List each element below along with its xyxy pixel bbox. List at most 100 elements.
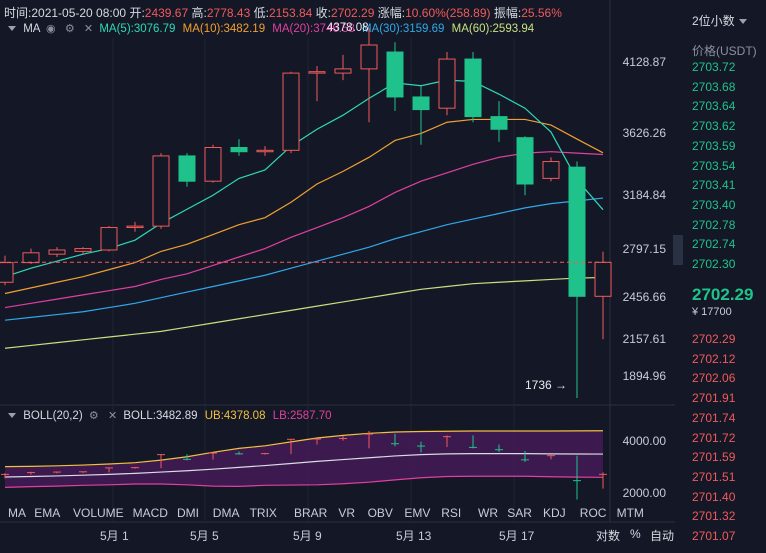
candle-body xyxy=(74,248,92,252)
last-price-cny: ¥ 17700 xyxy=(692,306,732,318)
ma30-value: MA(30):3159.69 xyxy=(361,23,445,35)
amplitude-value: 25.56% xyxy=(521,6,562,20)
collapse-chevron-icon[interactable] xyxy=(8,26,16,32)
price-axis-tick: 1894.96 xyxy=(622,368,666,383)
indicator-tab-sar[interactable]: SAR xyxy=(507,506,532,520)
indicator-tab-brar[interactable]: BRAR xyxy=(294,506,328,520)
candle-body xyxy=(100,227,118,251)
ask-price: 2703.68 xyxy=(692,79,736,94)
candle-body xyxy=(360,44,378,70)
indicator-tab-macd[interactable]: MACD xyxy=(132,506,168,520)
auto-scale-toggle[interactable]: 自动 xyxy=(650,529,675,543)
candle-body xyxy=(0,262,14,283)
date-axis-label: 5月 1 xyxy=(100,529,129,543)
candle-body xyxy=(568,166,586,297)
boll-mid-value: BOLL:3482.89 xyxy=(123,410,198,422)
indicator-tab-wr[interactable]: WR xyxy=(478,506,498,520)
indicator-tab-emv[interactable]: EMV xyxy=(404,506,431,520)
indicator-tab-mtm[interactable]: MTM xyxy=(616,506,644,520)
kline-chart[interactable] xyxy=(0,0,675,553)
open-label: 开: xyxy=(129,6,145,20)
ma30-line xyxy=(4,197,604,321)
indicator-tab-rsi[interactable]: RSI xyxy=(441,506,462,520)
low-value: 2153.84 xyxy=(268,6,313,20)
ask-price: 2703.41 xyxy=(692,178,736,193)
indicator-tab-dmi[interactable]: DMI xyxy=(177,506,199,520)
ma5-value: MA(5):3076.79 xyxy=(99,23,176,35)
close-icon[interactable]: ✕ xyxy=(107,410,118,422)
ask-price: 2702.30 xyxy=(692,257,736,271)
candle-body xyxy=(22,252,40,264)
indicator-tab-dma[interactable]: DMA xyxy=(212,506,240,520)
price-header: 价格(USDT) xyxy=(692,44,757,58)
bid-price: 2701.40 xyxy=(692,489,736,504)
high-label: 高: xyxy=(191,6,207,20)
indicator-tab-roc[interactable]: ROC xyxy=(579,506,607,520)
indicator-tab-obv[interactable]: OBV xyxy=(367,506,393,520)
candle-body xyxy=(438,58,456,109)
bid-price: 2701.72 xyxy=(692,430,736,445)
boll-ub-value: UB:4378.08 xyxy=(204,410,266,422)
ask-price: 2702.78 xyxy=(692,217,736,232)
boll-axis-tick: 4000.00 xyxy=(622,433,666,448)
high-value: 2778.43 xyxy=(206,6,251,20)
settings-icon[interactable]: ⚙ xyxy=(88,410,99,422)
bid-price: 2701.07 xyxy=(692,529,736,543)
boll-name: BOLL(20,2) xyxy=(23,410,83,422)
indicator-tab-volume[interactable]: VOLUME xyxy=(73,506,124,520)
ask-price: 2703.54 xyxy=(692,158,736,173)
indicator-tab-ma[interactable]: MA xyxy=(8,506,26,520)
settings-icon[interactable]: ⚙ xyxy=(64,23,75,35)
indicator-tab-kdj[interactable]: KDJ xyxy=(543,506,566,520)
ma-name: MA xyxy=(23,23,40,35)
ma-overlap-text: 4378.08 xyxy=(327,22,369,34)
arrow-right-icon: → xyxy=(555,378,568,392)
percent-scale-toggle[interactable]: % xyxy=(630,527,641,541)
low-marker-value: 1736 xyxy=(525,378,552,392)
indicator-tab-trix[interactable]: TRIX xyxy=(249,506,277,520)
kline-svg[interactable] xyxy=(0,0,675,553)
candle-body xyxy=(48,249,66,255)
low-label: 低: xyxy=(253,6,269,20)
boll-lower-line xyxy=(4,475,604,488)
bid-price: 2701.51 xyxy=(692,469,736,484)
ma-legend: MA ◉ ⚙ ✕ MA(5):3076.79 MA(10):3482.19 MA… xyxy=(4,22,534,35)
ask-price: 2702.74 xyxy=(692,237,736,252)
precision-select[interactable]: 2位小数 xyxy=(692,12,751,29)
ma10-value: MA(10):3482.19 xyxy=(182,23,266,35)
candle-body xyxy=(204,147,222,182)
candle-body xyxy=(386,51,404,98)
log-scale-toggle[interactable]: 对数 xyxy=(596,529,621,543)
close-value: 2702.29 xyxy=(331,6,375,20)
indicator-tab-vr[interactable]: VR xyxy=(338,506,356,520)
bid-price: 2702.12 xyxy=(692,351,736,366)
ask-price: 2703.64 xyxy=(692,99,736,114)
collapse-chevron-icon[interactable] xyxy=(8,413,16,419)
close-label: 收: xyxy=(315,6,332,20)
eye-icon[interactable]: ◉ xyxy=(46,23,56,35)
panel-splitter-handle[interactable] xyxy=(673,235,683,265)
orderbook-panel: 2位小数 价格(USDT) 2703.72 2703.68 2703.64 2703.… xyxy=(684,0,766,553)
bid-price: 2702.06 xyxy=(692,371,736,386)
ask-price: 2703.62 xyxy=(692,119,736,134)
ma20-value: MA(20):3746.58 xyxy=(272,23,355,35)
candle-body xyxy=(594,261,612,297)
bid-price: 2701.74 xyxy=(692,410,736,425)
date-axis-label: 5月 17 xyxy=(499,529,535,543)
candle-body xyxy=(412,96,430,111)
low-marker: 1736 → xyxy=(525,378,567,392)
time-label: 时间: xyxy=(4,6,32,20)
boll-band xyxy=(5,430,603,488)
boll-legend: BOLL(20,2) ⚙ ✕ BOLL:3482.89 UB:4378.08 L… xyxy=(4,409,332,422)
open-value: 2439.67 xyxy=(144,6,189,20)
candle-body xyxy=(126,225,144,229)
bid-price: 2701.32 xyxy=(692,509,736,524)
price-axis-tick: 2797.15 xyxy=(622,241,666,256)
candle-body xyxy=(308,71,326,74)
price-axis-tick: 4128.87 xyxy=(622,55,666,70)
indicator-tab-ema[interactable]: EMA xyxy=(34,506,61,520)
precision-value: 2位小数 xyxy=(692,14,735,28)
change-value: 10.60%(258.89) xyxy=(405,6,491,20)
boll-upper-line xyxy=(4,430,604,468)
close-icon[interactable]: ✕ xyxy=(83,23,94,35)
